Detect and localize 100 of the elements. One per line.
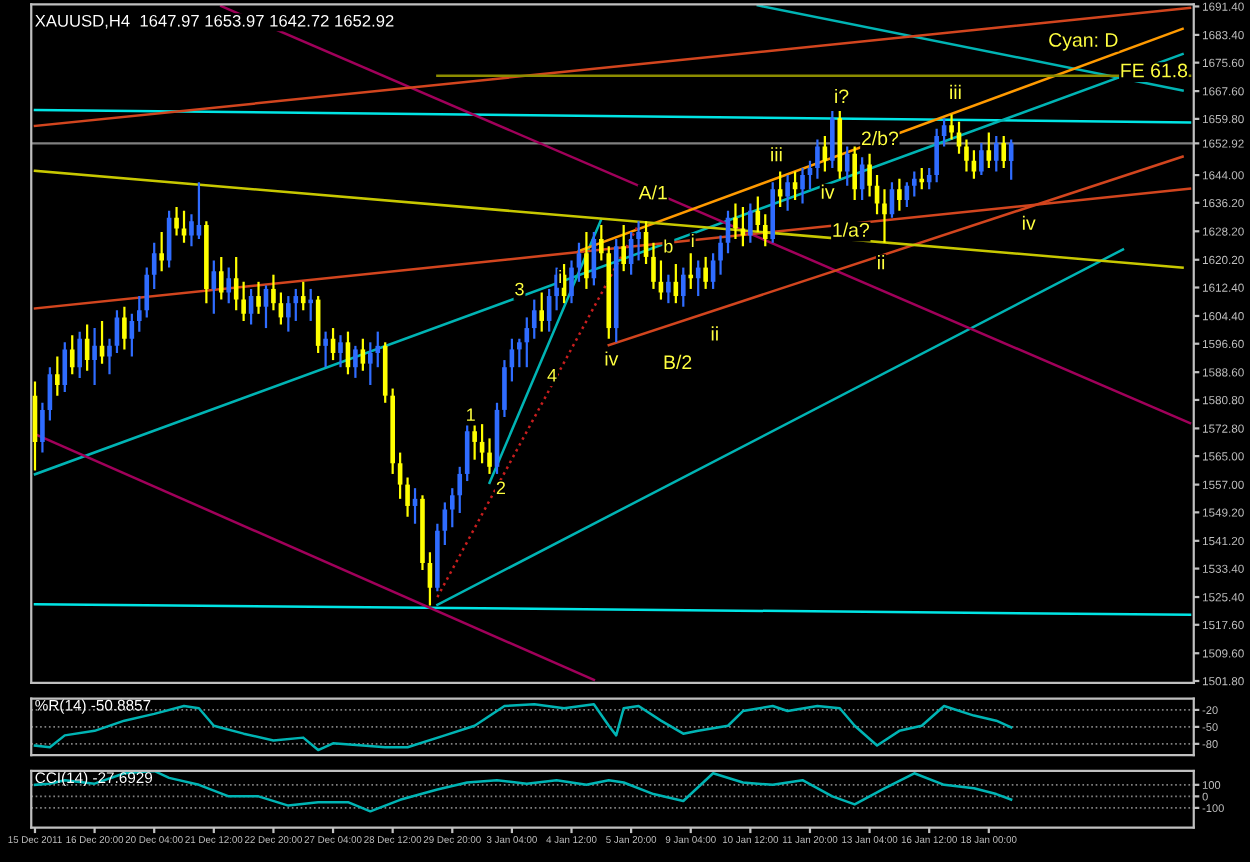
candlestick bbox=[993, 134, 999, 173]
candlestick bbox=[189, 213, 194, 248]
candlestick bbox=[934, 127, 939, 184]
candlestick bbox=[226, 266, 232, 305]
candlestick bbox=[979, 141, 984, 177]
candlestick bbox=[926, 166, 932, 191]
candlestick bbox=[457, 465, 463, 515]
candlestick bbox=[1001, 134, 1007, 170]
candlestick bbox=[218, 255, 224, 301]
annotation: 2 bbox=[496, 481, 506, 495]
candlestick bbox=[531, 298, 537, 340]
candlestick bbox=[99, 319, 105, 365]
candlestick bbox=[688, 252, 694, 291]
candlestick bbox=[762, 213, 768, 248]
candlestick bbox=[844, 145, 850, 187]
candlestick bbox=[733, 202, 738, 241]
candlestick bbox=[375, 330, 381, 369]
annotation: B/2 bbox=[664, 354, 692, 370]
candlestick bbox=[122, 305, 127, 351]
candlestick bbox=[524, 316, 530, 369]
candlestick bbox=[695, 259, 701, 298]
annotation: iv bbox=[1022, 215, 1036, 230]
annotation: 1/a? bbox=[833, 222, 870, 237]
candlestick bbox=[338, 334, 343, 369]
candlestick bbox=[852, 145, 857, 202]
candlestick bbox=[599, 223, 604, 262]
annotation: iii bbox=[950, 84, 961, 99]
candlestick bbox=[621, 223, 626, 273]
candlestick bbox=[487, 437, 492, 476]
candlestick bbox=[256, 280, 261, 315]
annotation: 1 bbox=[467, 408, 475, 421]
candlestick bbox=[666, 273, 671, 305]
annotation: A/1 bbox=[638, 185, 667, 200]
candlestick bbox=[293, 287, 299, 323]
candlestick bbox=[748, 202, 753, 244]
candlestick bbox=[136, 294, 142, 333]
candlestick bbox=[740, 205, 746, 248]
candlestick bbox=[897, 177, 902, 212]
candlestick bbox=[360, 337, 366, 372]
candlestick bbox=[651, 241, 656, 291]
candlestick bbox=[680, 266, 686, 308]
candlestick bbox=[882, 188, 887, 244]
candlestick bbox=[971, 149, 977, 180]
candlestick bbox=[62, 341, 68, 394]
candlestick bbox=[181, 209, 187, 244]
candlestick bbox=[77, 330, 82, 379]
candlestick bbox=[159, 230, 164, 273]
candlestick bbox=[949, 113, 954, 141]
annotation: 4 bbox=[547, 369, 557, 382]
candlestick bbox=[584, 230, 589, 291]
candlestick bbox=[502, 358, 507, 419]
candlestick bbox=[785, 173, 790, 212]
candlestick bbox=[636, 220, 641, 262]
annotation: ii bbox=[878, 255, 885, 270]
candlestick bbox=[174, 205, 179, 237]
line-series bbox=[33, 770, 1013, 813]
candlestick bbox=[241, 280, 246, 323]
annotation: Cyan: D bbox=[1049, 33, 1118, 51]
candlestick bbox=[271, 273, 276, 312]
candlestick bbox=[718, 234, 723, 276]
candlestick bbox=[815, 138, 820, 180]
candlestick bbox=[830, 109, 835, 170]
candlestick bbox=[986, 131, 992, 170]
annotation: 3 bbox=[515, 282, 524, 296]
candlestick bbox=[703, 255, 708, 291]
candlestick bbox=[368, 341, 373, 387]
candlestick bbox=[800, 166, 805, 205]
annotation: i bbox=[691, 234, 694, 248]
annotation: ii bbox=[711, 326, 718, 341]
candlestick bbox=[92, 326, 97, 387]
candlestick bbox=[867, 152, 872, 198]
candlestick bbox=[151, 241, 157, 291]
text: XAUUSD,H4 1647.97 1653.97 1642.72 1652.92 bbox=[35, 14, 394, 29]
candlestick bbox=[308, 287, 314, 323]
candlestick bbox=[472, 419, 477, 461]
candlestick bbox=[107, 337, 112, 376]
candlestick bbox=[479, 423, 485, 465]
annotation: FE 61.8 bbox=[1121, 63, 1188, 78]
candlestick bbox=[55, 355, 60, 397]
candlestick bbox=[300, 280, 306, 312]
candlestick bbox=[323, 330, 328, 369]
candlestick bbox=[576, 241, 582, 283]
candlestick bbox=[517, 337, 522, 369]
candlestick bbox=[286, 294, 291, 333]
annotation: iv bbox=[821, 184, 835, 199]
annotation: 2/b? bbox=[861, 130, 899, 146]
candlestick bbox=[964, 138, 969, 173]
candlestick bbox=[405, 476, 410, 518]
candlestick bbox=[69, 334, 75, 376]
annotation: iii bbox=[771, 147, 782, 162]
annotation: i? bbox=[835, 88, 849, 103]
candlestick bbox=[539, 291, 545, 333]
candlestick bbox=[911, 170, 917, 198]
annotation: iv bbox=[605, 351, 619, 366]
line-series bbox=[33, 703, 1013, 752]
candlestick bbox=[941, 117, 947, 148]
candlestick bbox=[144, 266, 150, 319]
candlestick bbox=[353, 344, 358, 379]
candlestick bbox=[569, 259, 574, 305]
annotation: b bbox=[664, 239, 673, 253]
